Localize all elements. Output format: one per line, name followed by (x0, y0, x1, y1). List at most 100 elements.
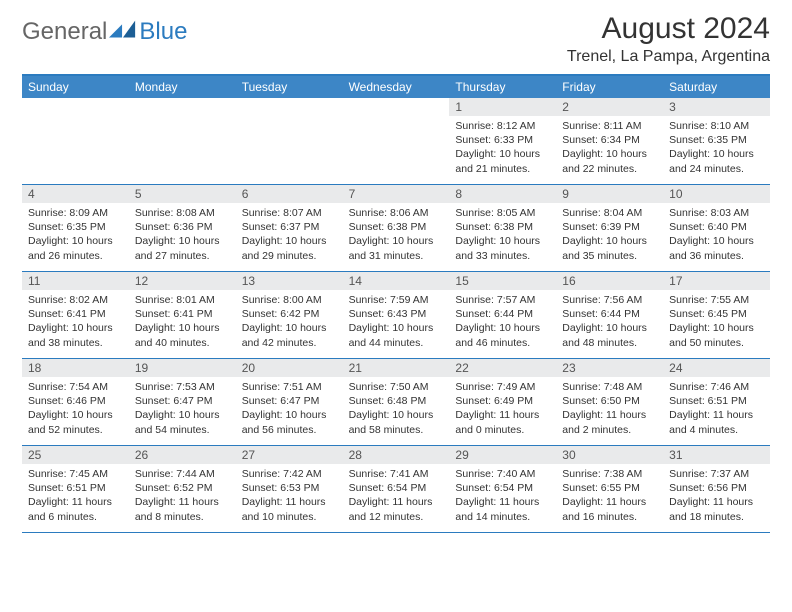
header: General Blue August 2024 Trenel, La Pamp… (22, 12, 770, 66)
weekday-header: Friday (556, 76, 663, 98)
sunset-text: Sunset: 6:51 PM (669, 394, 764, 408)
day-number: 12 (129, 272, 236, 290)
day-detail: Sunrise: 8:05 AMSunset: 6:38 PMDaylight:… (449, 203, 556, 267)
sunrise-text: Sunrise: 7:40 AM (455, 467, 550, 481)
daylight-text: Daylight: 10 hours and 42 minutes. (242, 321, 337, 349)
daylight-text: Daylight: 10 hours and 40 minutes. (135, 321, 230, 349)
daylight-text: Daylight: 10 hours and 44 minutes. (349, 321, 444, 349)
day-cell: 23Sunrise: 7:48 AMSunset: 6:50 PMDayligh… (556, 359, 663, 445)
sunrise-text: Sunrise: 7:59 AM (349, 293, 444, 307)
day-number: 20 (236, 359, 343, 377)
sunset-text: Sunset: 6:33 PM (455, 133, 550, 147)
day-cell: 3 Sunrise: 8:10 AMSunset: 6:35 PMDaylight… (663, 98, 770, 184)
daylight-text: Daylight: 10 hours and 35 minutes. (562, 234, 657, 262)
daylight-text: Daylight: 11 hours and 2 minutes. (562, 408, 657, 436)
week-row: 4Sunrise: 8:09 AMSunset: 6:35 PMDaylight… (22, 185, 770, 272)
sunrise-text: Sunrise: 8:10 AM (669, 119, 764, 133)
day-cell: 25Sunrise: 7:45 AMSunset: 6:51 PMDayligh… (22, 446, 129, 532)
daylight-text: Daylight: 10 hours and 38 minutes. (28, 321, 123, 349)
sunrise-text: Sunrise: 8:06 AM (349, 206, 444, 220)
day-cell: 6Sunrise: 8:07 AMSunset: 6:37 PMDaylight… (236, 185, 343, 271)
week-row: 18Sunrise: 7:54 AMSunset: 6:46 PMDayligh… (22, 359, 770, 446)
daylight-text: Daylight: 11 hours and 4 minutes. (669, 408, 764, 436)
day-cell: 1Sunrise: 8:12 AMSunset: 6:33 PMDaylight… (449, 98, 556, 184)
daylight-text: Daylight: 11 hours and 12 minutes. (349, 495, 444, 523)
sunrise-text: Sunrise: 7:53 AM (135, 380, 230, 394)
sunrise-text: Sunrise: 7:50 AM (349, 380, 444, 394)
day-cell: 5Sunrise: 8:08 AMSunset: 6:36 PMDaylight… (129, 185, 236, 271)
daylight-text: Daylight: 11 hours and 8 minutes. (135, 495, 230, 523)
sunrise-text: Sunrise: 8:03 AM (669, 206, 764, 220)
day-number: 30 (556, 446, 663, 464)
sunset-text: Sunset: 6:35 PM (669, 133, 764, 147)
day-number: 4 (22, 185, 129, 203)
brand-mark-icon (109, 20, 137, 45)
sunset-text: Sunset: 6:51 PM (28, 481, 123, 495)
day-number: 7 (343, 185, 450, 203)
day-number: 14 (343, 272, 450, 290)
day-cell: 30Sunrise: 7:38 AMSunset: 6:55 PMDayligh… (556, 446, 663, 532)
daylight-text: Daylight: 10 hours and 27 minutes. (135, 234, 230, 262)
daylight-text: Daylight: 10 hours and 52 minutes. (28, 408, 123, 436)
day-detail: Sunrise: 7:45 AMSunset: 6:51 PMDaylight:… (22, 464, 129, 528)
title-block: August 2024 Trenel, La Pampa, Argentina (567, 12, 770, 66)
day-cell: 7Sunrise: 8:06 AMSunset: 6:38 PMDaylight… (343, 185, 450, 271)
sunset-text: Sunset: 6:38 PM (349, 220, 444, 234)
daylight-text: Daylight: 10 hours and 26 minutes. (28, 234, 123, 262)
sunrise-text: Sunrise: 8:08 AM (135, 206, 230, 220)
day-detail: Sunrise: 8:03 AMSunset: 6:40 PMDaylight:… (663, 203, 770, 267)
day-detail: Sunrise: 8:09 AMSunset: 6:35 PMDaylight:… (22, 203, 129, 267)
day-detail: Sunrise: 7:49 AMSunset: 6:49 PMDaylight:… (449, 377, 556, 441)
sunset-text: Sunset: 6:47 PM (242, 394, 337, 408)
day-detail: Sunrise: 7:51 AMSunset: 6:47 PMDaylight:… (236, 377, 343, 441)
day-cell: 15Sunrise: 7:57 AMSunset: 6:44 PMDayligh… (449, 272, 556, 358)
sunrise-text: Sunrise: 7:41 AM (349, 467, 444, 481)
day-cell: 14Sunrise: 7:59 AMSunset: 6:43 PMDayligh… (343, 272, 450, 358)
sunrise-text: Sunrise: 8:09 AM (28, 206, 123, 220)
day-number: 9 (556, 185, 663, 203)
day-cell (343, 98, 450, 184)
day-number: 29 (449, 446, 556, 464)
day-cell: 22Sunrise: 7:49 AMSunset: 6:49 PMDayligh… (449, 359, 556, 445)
daylight-text: Daylight: 10 hours and 33 minutes. (455, 234, 550, 262)
day-number: 21 (343, 359, 450, 377)
day-number: 26 (129, 446, 236, 464)
week-row: 25Sunrise: 7:45 AMSunset: 6:51 PMDayligh… (22, 446, 770, 533)
sunrise-text: Sunrise: 8:11 AM (562, 119, 657, 133)
sunset-text: Sunset: 6:34 PM (562, 133, 657, 147)
sunrise-text: Sunrise: 8:12 AM (455, 119, 550, 133)
daylight-text: Daylight: 11 hours and 10 minutes. (242, 495, 337, 523)
weekday-header: Thursday (449, 76, 556, 98)
day-number: 10 (663, 185, 770, 203)
daylight-text: Daylight: 10 hours and 50 minutes. (669, 321, 764, 349)
day-cell: 4Sunrise: 8:09 AMSunset: 6:35 PMDaylight… (22, 185, 129, 271)
sunrise-text: Sunrise: 7:37 AM (669, 467, 764, 481)
day-cell: 20Sunrise: 7:51 AMSunset: 6:47 PMDayligh… (236, 359, 343, 445)
day-cell: 9Sunrise: 8:04 AMSunset: 6:39 PMDaylight… (556, 185, 663, 271)
day-number: 3 (663, 98, 770, 116)
brand-logo: General Blue (22, 18, 187, 46)
sunrise-text: Sunrise: 7:56 AM (562, 293, 657, 307)
day-cell: 11Sunrise: 8:02 AMSunset: 6:41 PMDayligh… (22, 272, 129, 358)
day-number: 15 (449, 272, 556, 290)
day-detail: Sunrise: 7:54 AMSunset: 6:46 PMDaylight:… (22, 377, 129, 441)
sunrise-text: Sunrise: 7:55 AM (669, 293, 764, 307)
day-cell: 24Sunrise: 7:46 AMSunset: 6:51 PMDayligh… (663, 359, 770, 445)
day-number: 18 (22, 359, 129, 377)
day-cell: 28Sunrise: 7:41 AMSunset: 6:54 PMDayligh… (343, 446, 450, 532)
day-number: 19 (129, 359, 236, 377)
sunset-text: Sunset: 6:40 PM (669, 220, 764, 234)
sunset-text: Sunset: 6:36 PM (135, 220, 230, 234)
day-number: 23 (556, 359, 663, 377)
sunset-text: Sunset: 6:54 PM (349, 481, 444, 495)
daylight-text: Daylight: 10 hours and 58 minutes. (349, 408, 444, 436)
weekday-header: Monday (129, 76, 236, 98)
day-number: 8 (449, 185, 556, 203)
day-cell: 18Sunrise: 7:54 AMSunset: 6:46 PMDayligh… (22, 359, 129, 445)
day-cell (236, 98, 343, 184)
sunset-text: Sunset: 6:46 PM (28, 394, 123, 408)
daylight-text: Daylight: 10 hours and 24 minutes. (669, 147, 764, 175)
day-detail: Sunrise: 7:38 AMSunset: 6:55 PMDaylight:… (556, 464, 663, 528)
day-detail: Sunrise: 7:40 AMSunset: 6:54 PMDaylight:… (449, 464, 556, 528)
sunset-text: Sunset: 6:35 PM (28, 220, 123, 234)
